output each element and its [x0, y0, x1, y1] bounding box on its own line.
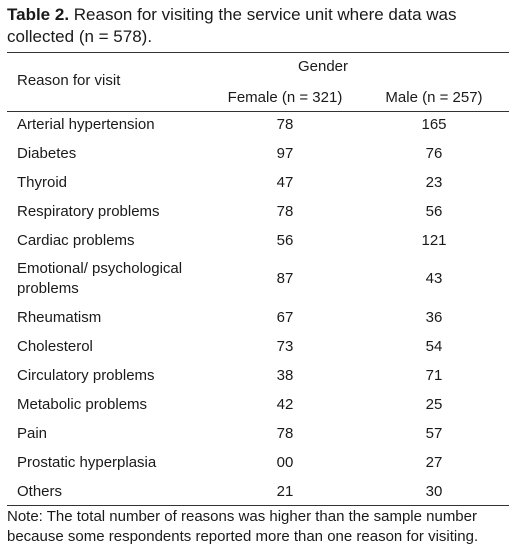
- female-cell: 21: [276, 482, 294, 500]
- reason-cell: Respiratory problems: [17, 202, 160, 220]
- table-row: Circulatory problems 38 71: [0, 362, 514, 391]
- table-row: Rheumatism 67 36: [0, 304, 514, 333]
- table-row: Metabolic problems 42 25: [0, 391, 514, 420]
- table-row: Others 21 30: [0, 478, 514, 507]
- male-cell: 23: [425, 173, 443, 191]
- table-row: Pain 78 57: [0, 420, 514, 449]
- reason-cell: Arterial hypertension: [17, 116, 155, 133]
- header-female: Female (n = 321): [227, 89, 343, 106]
- reason-cell: Prostatic hyperplasia: [17, 453, 157, 471]
- reason-cell: Circulatory problems: [17, 367, 155, 385]
- table-caption: Table 2. Reason for visiting the service…: [7, 4, 509, 48]
- female-cell: 73: [276, 338, 294, 356]
- table-note: Note: The total number of reasons was hi…: [7, 508, 479, 545]
- reason-cell: Emotional/ psychological problems: [17, 260, 183, 298]
- male-cell: 30: [425, 482, 443, 500]
- table-row: Cardiac problems 56 121: [0, 227, 514, 256]
- female-cell: 38: [276, 367, 294, 385]
- male-cell: 25: [425, 396, 443, 414]
- reason-cell: Diabetes: [17, 144, 77, 162]
- male-cell: 54: [425, 338, 443, 356]
- table-row: Arterial hypertension 78 165: [0, 111, 514, 140]
- table-row: Thyroid 47 23: [0, 169, 514, 198]
- reason-cell: Thyroid: [17, 173, 68, 191]
- female-cell: 47: [276, 173, 294, 191]
- female-cell: 56: [276, 231, 294, 249]
- caption-text: Reason for visiting the service unit whe…: [7, 5, 457, 46]
- female-cell: 78: [276, 116, 294, 133]
- table-row: Diabetes 97 76: [0, 140, 514, 169]
- female-cell: 67: [276, 309, 294, 327]
- table-row: Cholesterol 73 54: [0, 333, 514, 362]
- female-cell: 78: [276, 425, 294, 443]
- reason-cell: Pain: [17, 425, 48, 443]
- female-cell: 00: [276, 453, 294, 471]
- bottom-rule: [7, 505, 509, 506]
- table-row: Prostatic hyperplasia 00 27: [0, 449, 514, 478]
- female-cell: 97: [276, 144, 294, 162]
- table-row: Emotional/ psychological problems 87 43: [0, 255, 514, 304]
- male-cell: 57: [425, 425, 443, 443]
- reason-cell: Others: [17, 482, 63, 500]
- male-cell: 71: [425, 367, 443, 385]
- reason-cell: Rheumatism: [17, 309, 102, 327]
- male-cell: 43: [425, 270, 443, 288]
- male-cell: 165: [421, 116, 447, 133]
- male-cell: 121: [421, 231, 447, 249]
- female-cell: 87: [276, 270, 294, 288]
- top-rule: [7, 52, 509, 53]
- caption-label: Table 2.: [7, 5, 70, 24]
- male-cell: 76: [425, 144, 443, 162]
- header-rule: [7, 111, 509, 112]
- male-cell: 56: [425, 202, 443, 220]
- reason-cell: Cardiac problems: [17, 231, 135, 249]
- reason-cell: Cholesterol: [17, 338, 93, 356]
- header-male: Male (n = 257): [385, 89, 483, 106]
- header-reason: Reason for visit: [17, 72, 121, 89]
- female-cell: 78: [276, 202, 294, 220]
- table-row: Respiratory problems 78 56: [0, 198, 514, 227]
- header-gender: Gender: [297, 58, 349, 75]
- table-body: Arterial hypertension 78 165 Diabetes 97…: [0, 111, 514, 507]
- female-cell: 42: [276, 396, 294, 414]
- male-cell: 36: [425, 309, 443, 327]
- reason-cell: Metabolic problems: [17, 396, 148, 414]
- male-cell: 27: [425, 453, 443, 471]
